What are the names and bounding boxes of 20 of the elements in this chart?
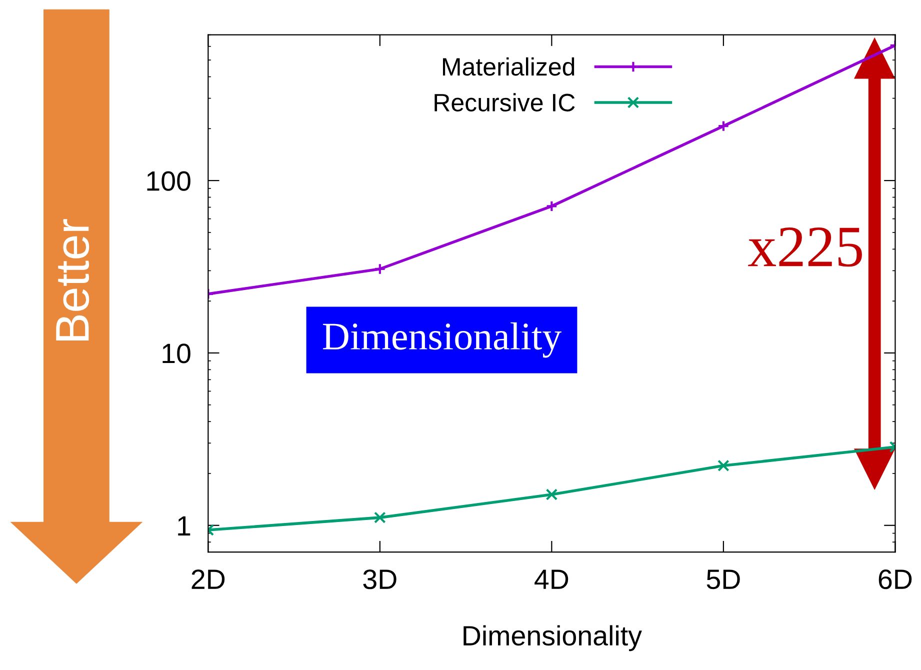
point xyxy=(374,512,386,524)
point xyxy=(546,200,558,212)
x-tick-label: 6D xyxy=(878,569,912,590)
x-tick-label: 2D xyxy=(192,569,225,589)
x-axis-title: Dimensionality xyxy=(464,625,642,652)
x-tick-label: 4D xyxy=(534,570,568,589)
point xyxy=(718,120,730,132)
y-tick-label: 10 xyxy=(162,344,190,364)
x-tick-label: 5D xyxy=(706,570,740,590)
y-tick-label: 1 xyxy=(178,516,190,536)
x-tick-label: 3D xyxy=(363,569,396,590)
point xyxy=(718,460,730,472)
text: Better xyxy=(56,219,90,341)
annotation: x225 xyxy=(748,227,862,267)
point xyxy=(374,263,386,275)
y-tick-label: 100 xyxy=(147,171,190,191)
point xyxy=(546,488,558,500)
annotation: Dimensionality xyxy=(322,322,562,358)
legend-label: Recursive IC xyxy=(434,93,575,112)
legend-label: Materialized xyxy=(443,57,574,76)
